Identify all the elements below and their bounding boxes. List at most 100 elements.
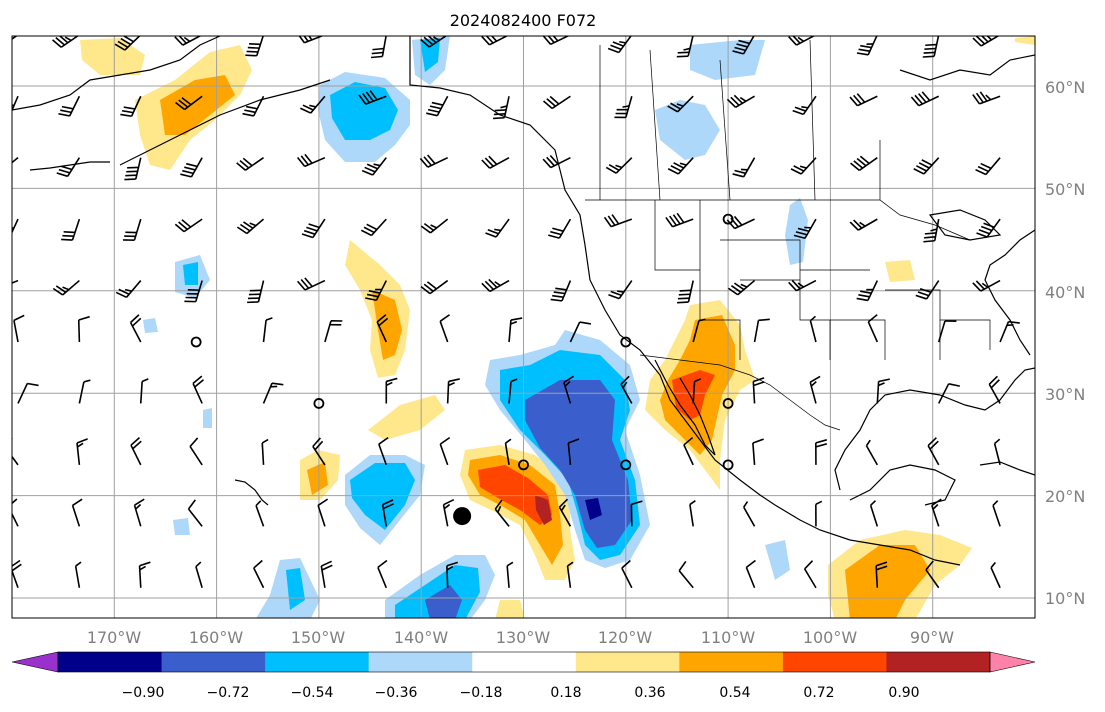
wind-barb [77,315,90,343]
wind-barb [508,378,518,404]
wind-barb [320,560,333,588]
lat-label-10: 10°N [1045,589,1085,608]
wind-barb [913,157,940,175]
wind-barb [378,436,389,466]
wind-barb [12,437,19,466]
calm-circle [190,336,202,348]
colorbar-label-4: −0.18 [460,685,503,701]
lon-label-150w: 150°W [291,628,346,647]
wind-barb [439,436,451,466]
wind-barb [365,280,387,302]
wind-barb [420,279,449,295]
wind-barb [603,214,633,228]
wind-barb [296,153,326,168]
cuba-coast [979,461,1035,476]
wind-barb [439,314,450,343]
colorbar-segment [782,652,887,672]
lat-label-20: 20°N [1045,487,1085,506]
wind-barb [189,437,203,466]
wind-barb [922,36,940,58]
canada-provinces [599,39,881,201]
wind-barb [296,277,326,291]
wind-barb [630,500,643,527]
wind-barb [236,157,264,171]
wind-barb [990,561,1001,589]
colorbar-extend-high [989,651,1036,673]
wind-barb [608,280,633,300]
wind-barb [876,378,890,404]
wind-barb [752,438,764,465]
wind-barb [727,279,756,296]
hawaii-islands [234,479,269,506]
figure-title: 2024082400 F072 [450,11,597,30]
wind-barb [803,560,817,589]
wind-barb [385,377,398,404]
wind-barb [187,499,203,527]
wind-barb [262,382,284,404]
colorbar-label-0: −0.90 [122,685,165,701]
wind-barb [999,320,1020,343]
wind-barb [607,36,632,54]
wind-barb [506,561,514,588]
wind-barb [420,218,449,234]
wind-barb [138,561,151,588]
colorbar [11,651,1036,673]
wind-barb [856,36,878,56]
wind-barb [542,95,571,110]
wind-barb [504,438,512,466]
lon-label-100w: 100°W [803,628,858,647]
wind-barb [56,157,81,178]
baja-peninsula [654,359,716,456]
colorbar-segment [265,652,370,672]
lat-labels: 10°N 20°N 30°N 40°N 50°N 60°N [1045,78,1085,608]
north-america-west-coast [409,36,961,566]
calm-circle [518,459,529,471]
wind-barb [13,314,25,343]
wind-barb [925,560,940,589]
wind-barb [133,498,145,527]
aleutian-islands [29,161,110,171]
wind-barb [563,375,574,404]
colorbar-segment [368,652,473,672]
wind-barb [114,36,141,51]
wind-barb [676,36,694,58]
wind-barb [815,500,823,527]
wind-barb [245,36,264,57]
wind-barb [683,436,694,466]
calm-circle [722,213,734,225]
colorbar-label-7: 0.54 [719,685,750,701]
wind-barb [361,157,387,176]
lon-label-120w: 120°W [598,628,653,647]
colorbar-label-9: 0.90 [888,685,919,701]
wind-barb [312,437,326,466]
wind-barb [52,279,80,296]
wind-barb [910,91,940,107]
yucatan-coast [849,464,956,506]
wind-barb [255,500,265,527]
wind-barb [550,280,572,302]
wind-barb [976,218,1001,238]
wind-barb [300,95,326,114]
wind-barb [12,36,18,40]
wind-barb [175,95,203,111]
wind-barb [856,280,879,302]
wind-barb [446,561,459,588]
wind-barb [620,375,633,404]
calm-circle [620,336,632,348]
wind-barb [869,500,879,527]
wind-barb [992,500,1001,527]
wind-barb [975,157,1001,176]
wind-barb [184,280,203,303]
lon-label-160w: 160°W [189,628,244,647]
wind-barb [129,314,142,343]
coastlines [12,36,1035,566]
colorbar-segment [161,652,266,672]
colorbar-label-2: −0.54 [291,685,334,701]
wind-barb [753,318,770,343]
wind-barb [12,218,19,235]
colorbar-label-5: 0.18 [550,685,581,701]
wind-barb [485,218,510,238]
wind-barb [569,321,592,343]
wind-barb [732,157,756,178]
storm-center-marker [453,507,472,526]
